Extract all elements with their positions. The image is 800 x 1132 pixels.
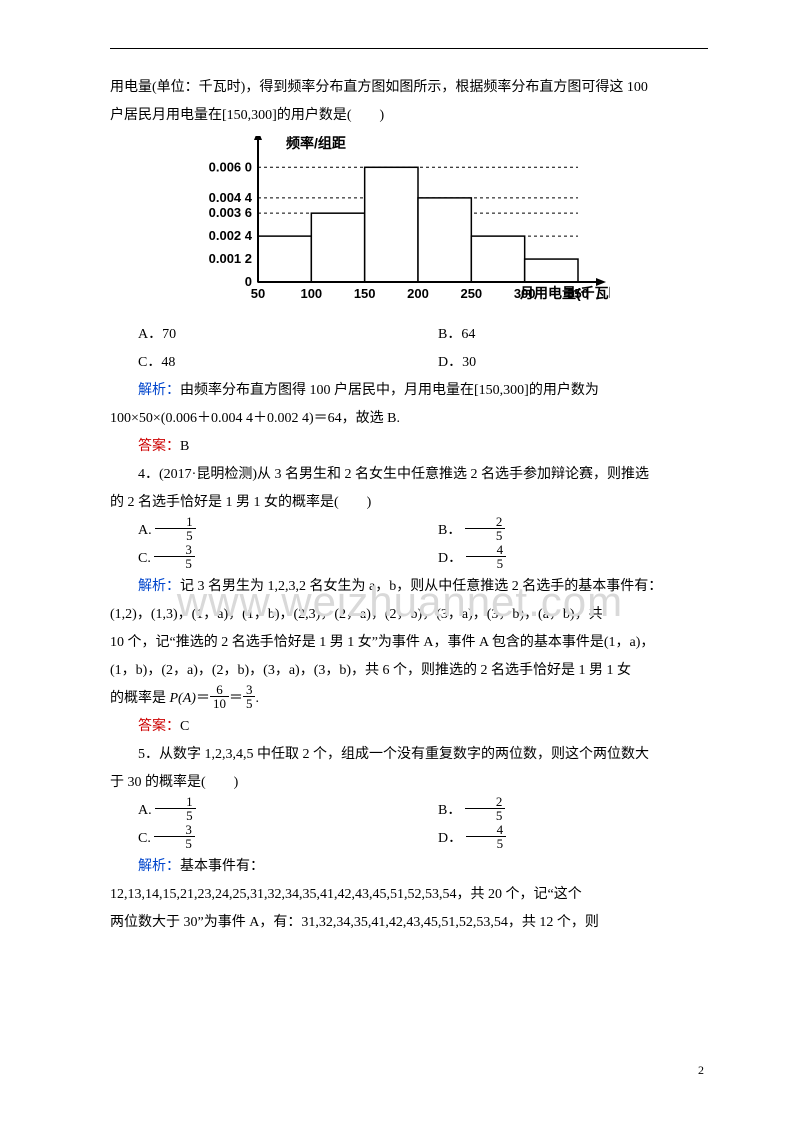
intro-line2: 户居民月用电量在[150,300]的用户数是( )	[110, 102, 708, 130]
analysis-label: 解析：	[138, 579, 180, 594]
analysis-label: 解析：	[138, 859, 180, 874]
q4-option-c: C. 35	[110, 545, 410, 573]
frac-d: 5	[243, 696, 256, 710]
q3-option-d: D．30	[410, 349, 610, 377]
svg-text:200: 200	[407, 286, 429, 301]
q3-options-row1: A．70 B．64	[110, 321, 708, 349]
q4-d-prefix: D．	[438, 551, 462, 566]
q4-options-row1: A. 15 B． 25	[110, 517, 708, 545]
svg-text:0.001 2: 0.001 2	[209, 251, 252, 266]
q4-analysis-line4: (1，b)，(2，a)，(2，b)，(3，a)，(3，b)，共 6 个，则推选的…	[110, 657, 708, 685]
svg-text:150: 150	[354, 286, 376, 301]
q4-options-row2: C. 35 D． 45	[110, 545, 708, 573]
q3-answer: 答案：B	[110, 433, 708, 461]
frac-d: 5	[154, 556, 195, 570]
q5-c-prefix: C.	[138, 831, 151, 846]
frac-d: 10	[210, 696, 229, 710]
q5-analysis-line1: 解析：基本事件有：	[110, 853, 708, 881]
q4-option-b: B． 25	[410, 517, 610, 545]
q5-a-prefix: A.	[138, 803, 152, 818]
svg-text:0.003 6: 0.003 6	[209, 205, 252, 220]
q3-analysis-line2: 100×50×(0.006＋0.004 4＋0.002 4)＝64，故选 B.	[110, 405, 708, 433]
frac-d: 5	[465, 808, 506, 822]
q5-option-a: A. 15	[110, 797, 410, 825]
histogram-chart: 00.001 20.002 40.003 60.004 40.006 05010…	[180, 136, 708, 317]
q4-analysis-line1: 解析：记 3 名男生为 1,2,3,2 名女生为 a，b，则从中任意推选 2 名…	[110, 573, 708, 601]
q5-stem-line2: 于 30 的概率是( )	[110, 769, 708, 797]
answer-label: 答案：	[138, 719, 180, 734]
frac-n: 2	[465, 515, 506, 528]
frac-d: 5	[155, 808, 196, 822]
analysis-label: 解析：	[138, 383, 180, 398]
q4-analysis-text1: 记 3 名男生为 1,2,3,2 名女生为 a，b，则从中任意推选 2 名选手的…	[180, 579, 662, 594]
q4-answer-value: C	[180, 719, 189, 734]
q3-options-row2: C．48 D．30	[110, 349, 708, 377]
frac-d: 5	[154, 836, 195, 850]
histogram-svg: 00.001 20.002 40.003 60.004 40.006 05010…	[180, 136, 610, 306]
q4-stem-line1: 4．(2017·昆明检测)从 3 名男生和 2 名女生中任意推选 2 名选手参加…	[110, 461, 708, 489]
svg-text:100: 100	[300, 286, 322, 301]
q4-prob-pa: P(A)	[170, 691, 196, 706]
q5-option-c: C. 35	[110, 825, 410, 853]
intro-line1: 用电量(单位：千瓦时)，得到频率分布直方图如图所示，根据频率分布直方图可得这 1…	[110, 74, 708, 102]
q4-prob-prefix: 的概率是	[110, 691, 170, 706]
q5-options-row2: C. 35 D． 45	[110, 825, 708, 853]
top-rule	[110, 48, 708, 49]
q4-c-prefix: C.	[138, 551, 151, 566]
svg-text:0.002 4: 0.002 4	[209, 228, 253, 243]
q5-analysis-text1: 基本事件有：	[180, 859, 264, 874]
q5-d-prefix: D．	[438, 831, 462, 846]
q3-answer-value: B	[180, 439, 189, 454]
q4-answer: 答案：C	[110, 713, 708, 741]
q4-option-a: A. 15	[110, 517, 410, 545]
q4-b-prefix: B．	[438, 523, 461, 538]
frac-n: 4	[466, 543, 507, 556]
q5-options-row1: A. 15 B． 25	[110, 797, 708, 825]
q3-option-c: C．48	[110, 349, 410, 377]
frac-d: 5	[465, 528, 506, 542]
q3-option-b: B．64	[410, 321, 610, 349]
page-number: 2	[698, 1058, 704, 1082]
svg-text:频率/组距: 频率/组距	[286, 136, 346, 151]
frac-n: 3	[154, 543, 195, 556]
q5-analysis-line3: 两位数大于 30”为事件 A，有：31,32,34,35,41,42,43,45…	[110, 909, 708, 937]
frac-d: 5	[466, 556, 507, 570]
q4-stem-line2: 的 2 名选手恰好是 1 男 1 女的概率是( )	[110, 489, 708, 517]
q3-option-a: A．70	[110, 321, 410, 349]
q5-option-d: D． 45	[410, 825, 610, 853]
frac-n: 2	[465, 795, 506, 808]
q5-analysis-line2: 12,13,14,15,21,23,24,25,31,32,34,35,41,4…	[110, 881, 708, 909]
frac-n: 3	[154, 823, 195, 836]
frac-d: 5	[466, 836, 507, 850]
q3-analysis-text1: 由频率分布直方图得 100 户居民中，月用电量在[150,300]的用户数为	[180, 383, 599, 398]
q4-analysis-line2: (1,2)，(1,3)，(1，a)，(1，b)，(2,3)，(2，a)，(2，b…	[110, 601, 708, 629]
frac-n: 3	[243, 683, 256, 696]
q4-prob-line: 的概率是 P(A)＝610＝35.	[110, 685, 708, 713]
q4-analysis-line3: 10 个，记“推选的 2 名选手恰好是 1 男 1 女”为事件 A，事件 A 包…	[110, 629, 708, 657]
svg-text:50: 50	[251, 286, 265, 301]
q5-stem-line1: 5．从数字 1,2,3,4,5 中任取 2 个，组成一个没有重复数字的两位数，则…	[110, 741, 708, 769]
svg-text:0.004 4: 0.004 4	[209, 190, 253, 205]
svg-text:月用电量(千瓦时): 月用电量(千瓦时)	[519, 285, 610, 301]
svg-text:0.006 0: 0.006 0	[209, 159, 252, 174]
page: 用电量(单位：千瓦时)，得到频率分布直方图如图所示，根据频率分布直方图可得这 1…	[0, 0, 800, 1132]
eq1: ＝	[196, 691, 210, 706]
q4-option-d: D． 45	[410, 545, 610, 573]
q4-prob-end: .	[255, 691, 259, 706]
frac-n: 1	[155, 795, 196, 808]
frac-n: 1	[155, 515, 196, 528]
q3-analysis-line1: 解析：由频率分布直方图得 100 户居民中，月用电量在[150,300]的用户数…	[110, 377, 708, 405]
q4-a-prefix: A.	[138, 523, 152, 538]
q5-b-prefix: B．	[438, 803, 461, 818]
svg-text:250: 250	[460, 286, 482, 301]
eq2: ＝	[229, 691, 243, 706]
answer-label: 答案：	[138, 439, 180, 454]
q5-option-b: B． 25	[410, 797, 610, 825]
frac-d: 5	[155, 528, 196, 542]
frac-n: 6	[210, 683, 229, 696]
frac-n: 4	[466, 823, 507, 836]
